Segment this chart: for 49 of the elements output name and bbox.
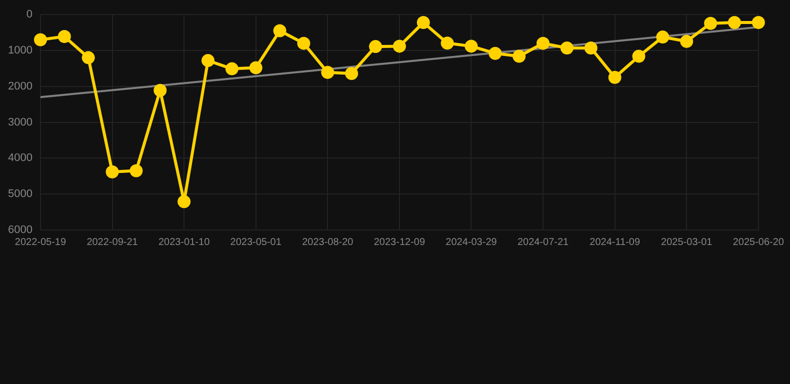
point — [608, 70, 622, 84]
y-tick-label: 2000 — [8, 80, 32, 92]
point — [704, 16, 718, 30]
point — [130, 164, 143, 178]
point — [560, 41, 574, 54]
point — [34, 33, 47, 46]
point — [178, 195, 191, 208]
point — [225, 62, 238, 76]
x-tick-label: 2024-03-29 — [446, 236, 498, 248]
point — [488, 46, 502, 60]
point — [752, 16, 765, 29]
x-tick-label: 2025-03-01 — [661, 236, 713, 248]
y-tick-label: 4000 — [8, 152, 32, 164]
point — [273, 24, 286, 38]
x-tick-label: 2023-01-10 — [158, 236, 210, 248]
x-tick-label: 2024-11-09 — [590, 236, 640, 248]
x-tick-label: 2022-09-21 — [86, 236, 138, 248]
point — [82, 51, 95, 64]
point — [392, 40, 406, 53]
point — [154, 84, 167, 97]
x-tick-label: 2023-12-09 — [374, 236, 426, 248]
point — [321, 66, 334, 79]
x-tick-label: 2024-07-21 — [517, 236, 570, 248]
point — [584, 41, 598, 54]
point — [345, 66, 358, 80]
point — [58, 30, 71, 43]
point — [728, 16, 741, 29]
point — [464, 40, 478, 53]
y-tick-label: 6000 — [8, 224, 32, 236]
x-tick-label: 2023-08-20 — [302, 236, 354, 248]
y-tick-label: 3000 — [8, 116, 32, 128]
point — [536, 36, 550, 50]
point — [632, 50, 646, 63]
point — [416, 16, 430, 29]
point — [106, 165, 119, 178]
x-tick-label: 2025-06-20 — [732, 236, 784, 248]
point — [369, 40, 382, 54]
point — [297, 36, 310, 50]
point — [512, 50, 526, 63]
point — [201, 54, 214, 68]
x-tick-label: 2023-05-01 — [230, 236, 282, 248]
point — [680, 34, 694, 48]
point — [440, 36, 454, 50]
point — [249, 61, 262, 74]
x-tick-label: 2022-05-19 — [14, 236, 66, 248]
y-tick-label: 1000 — [8, 44, 32, 57]
y-tick-label: 0 — [26, 8, 32, 21]
y-tick-label: 5000 — [8, 188, 32, 200]
point — [656, 30, 670, 44]
